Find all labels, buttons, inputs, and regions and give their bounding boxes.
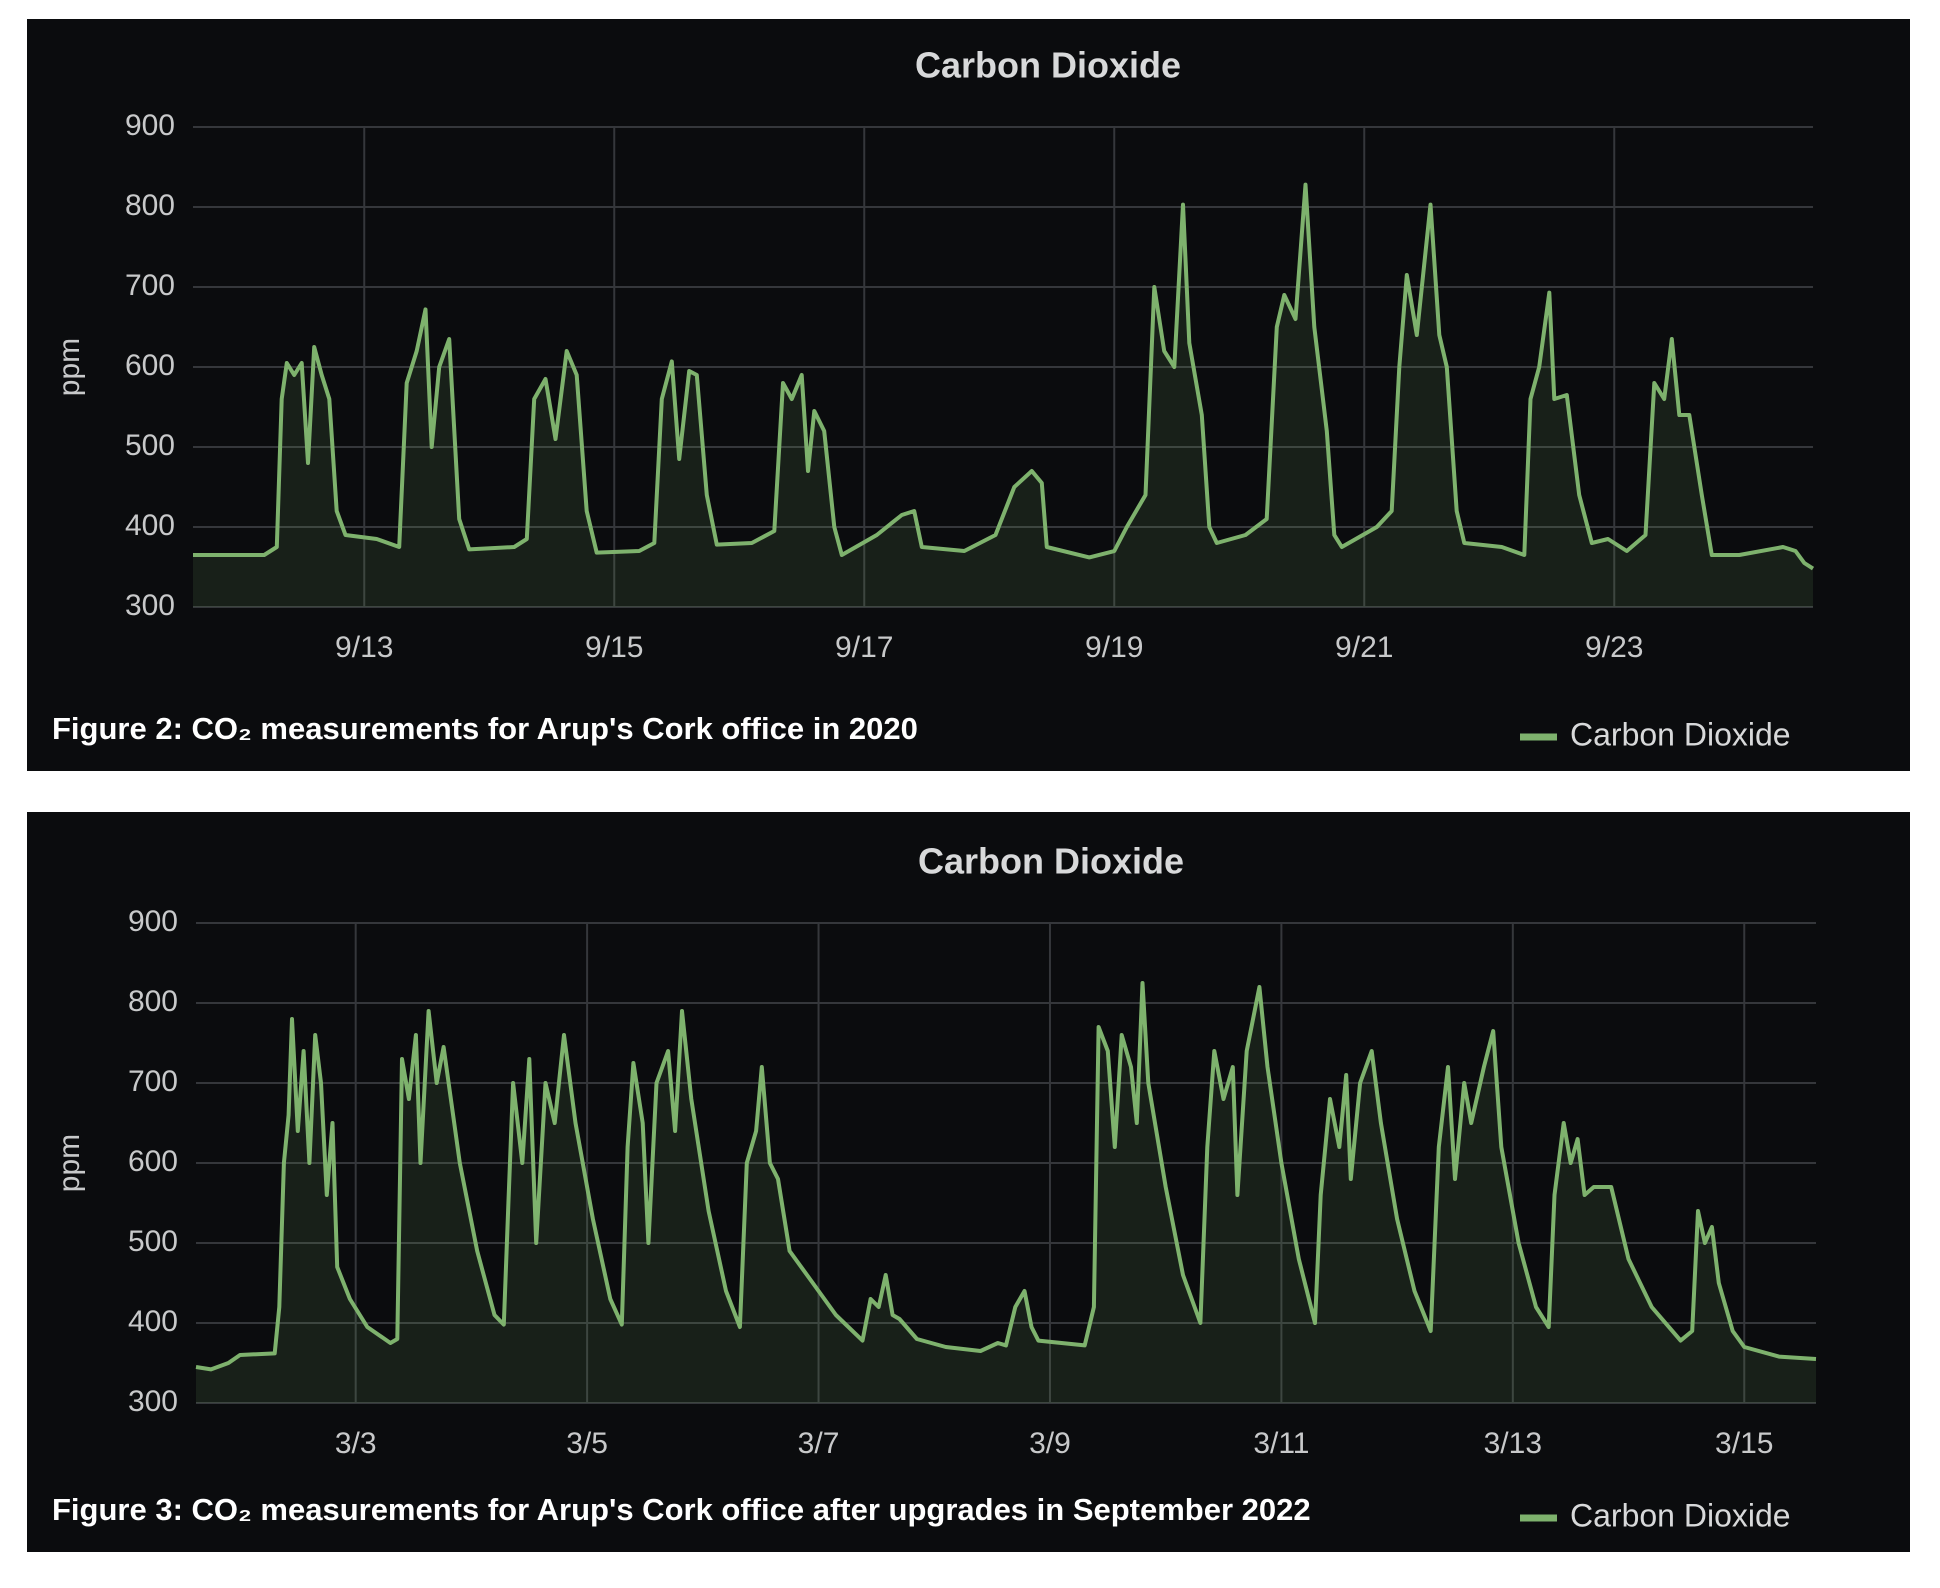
x-tick-label: 3/15 — [1715, 1427, 1773, 1460]
x-tick-label: 9/21 — [1335, 631, 1393, 664]
y-axis-label: ppm — [53, 1134, 86, 1192]
x-tick-label: 3/7 — [798, 1427, 840, 1460]
x-tick-label: 9/19 — [1085, 631, 1143, 664]
y-tick-label: 700 — [125, 269, 175, 302]
x-tick-label: 3/5 — [566, 1427, 608, 1460]
y-tick-label: 700 — [128, 1065, 178, 1098]
y-axis-label: ppm — [53, 338, 86, 396]
line — [193, 182, 1815, 571]
chart-title: Carbon Dioxide — [918, 841, 1184, 882]
legend-label: Carbon Dioxide — [1570, 716, 1791, 752]
y-tick-label: 900 — [125, 109, 175, 142]
legend-label: Carbon Dioxide — [1570, 1497, 1791, 1533]
x-tick-label: 9/23 — [1585, 631, 1643, 664]
y-tick-label: 400 — [125, 509, 175, 542]
y-tick-label: 500 — [128, 1225, 178, 1258]
y-tick-label: 600 — [128, 1145, 178, 1178]
chart-title: Carbon Dioxide — [915, 45, 1181, 86]
y-tick-label: 900 — [128, 905, 178, 938]
y-tick-label: 400 — [128, 1305, 178, 1338]
caption: Figure 2: CO₂ measurements for Arup's Co… — [52, 711, 918, 746]
y-tick-label: 600 — [125, 349, 175, 382]
caption: Figure 3: CO₂ measurements for Arup's Co… — [52, 1492, 1311, 1527]
x-tick-label: 3/11 — [1253, 1427, 1309, 1460]
x-tick-label: 9/17 — [835, 631, 893, 664]
area — [196, 983, 1816, 1403]
x-tick-label: 9/15 — [585, 631, 643, 664]
x-tick-label: 3/13 — [1484, 1427, 1542, 1460]
line — [195, 981, 1817, 1372]
y-tick-label: 800 — [128, 985, 178, 1018]
y-tick-label: 800 — [125, 189, 175, 222]
y-tick-label: 300 — [128, 1385, 178, 1418]
x-tick-label: 3/3 — [335, 1427, 377, 1460]
y-tick-label: 300 — [125, 589, 175, 622]
x-tick-label: 3/9 — [1029, 1427, 1071, 1460]
y-tick-label: 500 — [125, 429, 175, 462]
x-tick-label: 9/13 — [335, 631, 393, 664]
panel — [27, 812, 1910, 1552]
panel — [27, 19, 1910, 771]
